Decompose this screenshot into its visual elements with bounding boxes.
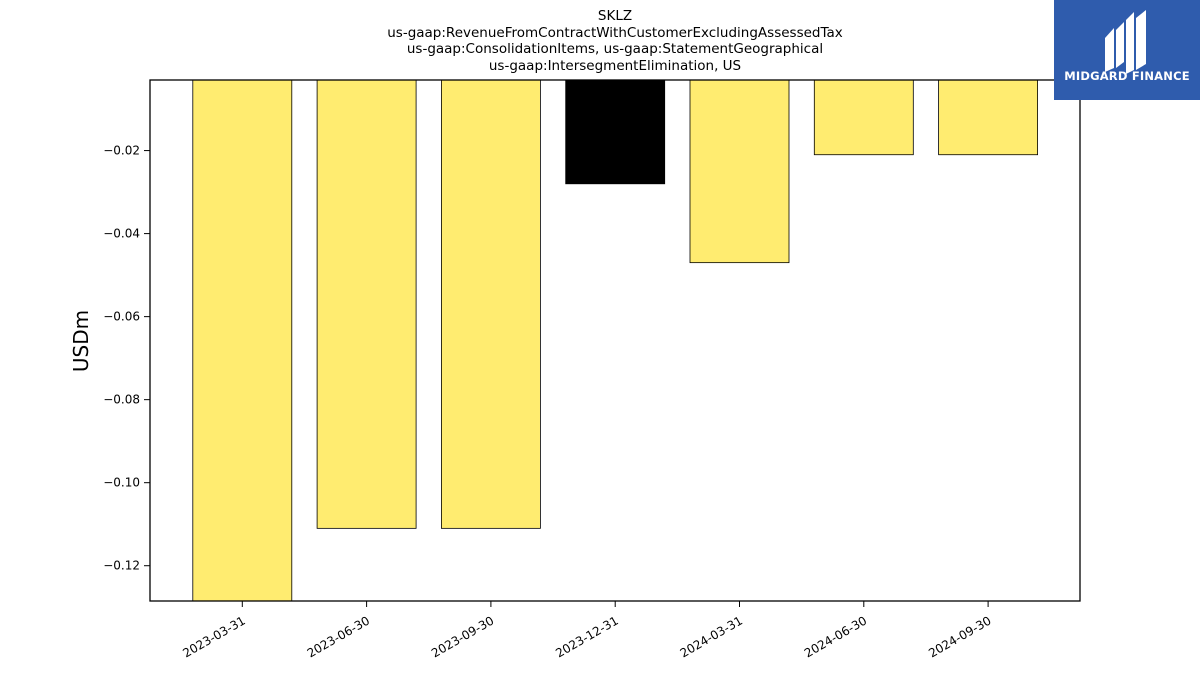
x-tick-label: 2023-06-30: [305, 613, 372, 660]
title-line-3: us-gaap:ConsolidationItems, us-gaap:Stat…: [406, 41, 824, 57]
title-line-2: us-gaap:RevenueFromContractWithCustomerE…: [387, 24, 843, 41]
bar-2023-12-31: [565, 79, 666, 185]
y-tick-label: −0.12: [103, 559, 140, 573]
y-tick-label: −0.04: [103, 227, 140, 241]
x-tick-label: 2024-09-30: [926, 613, 993, 660]
y-tick-label: −0.06: [103, 310, 140, 324]
x-tick-label: 2024-06-30: [802, 613, 869, 660]
title-line-4: us-gaap:IntersegmentElimination, US: [488, 57, 742, 74]
bar-2023-09-30: [440, 79, 541, 529]
y-axis: −0.02 −0.04 −0.06 −0.08 −0.10 −0.12: [103, 144, 150, 573]
x-tick-label: 2023-09-30: [429, 613, 496, 660]
y-tick-label: −0.02: [103, 144, 140, 158]
x-tick-label: 2023-12-31: [553, 613, 620, 660]
chart-title: SKLZ us-gaap:RevenueFromContractWithCust…: [150, 8, 1080, 74]
x-tick-label: 2023-03-31: [180, 613, 247, 660]
bar-2024-06-30: [813, 79, 914, 156]
logo-mark-icon: [1054, 0, 1200, 100]
y-tick-label: −0.08: [103, 393, 140, 407]
midgard-finance-logo: MIDGARD FINANCE: [1054, 0, 1200, 100]
title-line-1: SKLZ: [597, 8, 633, 24]
y-tick-label: −0.10: [103, 476, 140, 490]
bar-2023-03-31: [192, 79, 293, 602]
logo-text: MIDGARD FINANCE: [1064, 69, 1190, 83]
x-tick-label: 2024-03-31: [678, 613, 745, 660]
bar-2023-06-30: [316, 79, 417, 529]
bars-group: [192, 79, 1038, 602]
bar-2024-09-30: [938, 79, 1038, 156]
x-axis: 2023-03-31 2023-06-30 2023-09-30 2023-12-31…: [180, 601, 994, 660]
bar-2024-03-31: [689, 79, 790, 264]
y-axis-label: USDm: [69, 310, 93, 372]
